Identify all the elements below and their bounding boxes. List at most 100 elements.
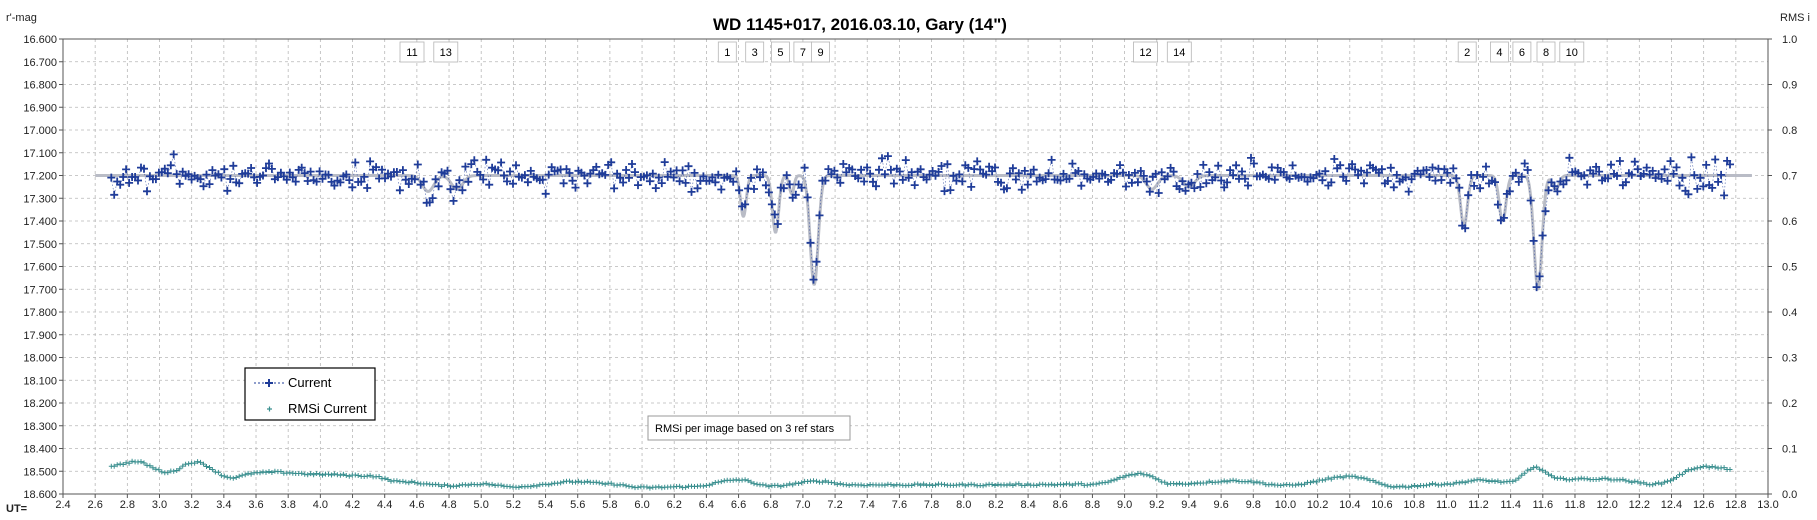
current-point [143,187,151,196]
current-point [910,181,919,190]
x-tick-label: 11.0 [1436,499,1457,511]
current-point [387,172,395,181]
current-point [1693,184,1702,193]
current-point [1553,187,1562,196]
current-point [1220,183,1229,192]
dip-label: 4 [1490,41,1509,63]
current-point [1630,157,1639,166]
rmsi-point [236,473,242,479]
current-point [785,180,794,189]
current-point [443,166,452,175]
x-tick-label: 10.8 [1403,499,1424,511]
current-point [833,173,842,182]
current-point [196,175,205,184]
current-point [946,186,955,195]
current-point [348,183,357,192]
current-point [872,182,880,191]
current-series [107,150,1734,292]
current-point [1482,162,1490,171]
x-tick-label: 12.6 [1693,499,1714,511]
current-point [235,179,244,188]
current-point [1023,180,1032,189]
current-point [1113,169,1121,178]
current-point [265,159,273,168]
rmsi-point [1361,475,1367,481]
x-tick-label: 2.4 [55,499,70,511]
dip-label-box [1457,41,1477,63]
current-point [247,164,256,172]
current-point [619,178,628,187]
dip-label-text: 14 [1173,47,1185,59]
current-point [259,171,267,180]
y-left-tick-label: 17.900 [23,330,57,342]
legend-rmsi-marker [267,406,272,412]
current-point [967,182,976,191]
current-point [642,171,651,180]
x-tick-label: 3.6 [248,499,263,511]
current-point [764,188,773,197]
current-point [1074,167,1083,175]
y-left-tick-label: 18.200 [23,398,57,410]
current-point [1401,173,1410,182]
current-point [398,166,407,175]
x-tick-label: 9.2 [1149,499,1164,511]
current-point [1187,178,1196,187]
current-point [199,182,208,191]
current-point [345,176,354,185]
current-point [1473,171,1482,179]
current-point [1678,173,1687,182]
current-point [1613,171,1621,180]
y-left-tick-label: 17.800 [23,307,57,319]
current-point [1124,171,1133,179]
current-point [901,156,910,165]
current-point [860,177,869,186]
current-point [160,164,169,173]
x-tick-label: 10.4 [1339,499,1360,511]
current-point [1455,183,1464,192]
rmsi-point [224,474,230,480]
current-point [1026,170,1035,179]
rmsi-point [308,471,314,477]
current-point [1437,176,1446,184]
current-point [863,163,872,172]
y-left-tick-label: 17.300 [23,193,57,205]
current-point [497,158,506,167]
rmsi-point [799,480,805,486]
current-point [1711,155,1720,164]
dip-label-box [745,41,765,63]
x-tick-label: 11.6 [1533,499,1554,511]
rmsi-point [1412,483,1418,488]
rmsi-point [924,482,930,488]
current-point [791,190,800,199]
x-axis-label: UT= [6,503,27,515]
current-point [1181,186,1190,195]
rmsi-point [1552,475,1557,481]
y-left-tick-label: 17.700 [23,284,57,296]
current-point [285,168,294,177]
x-tick-label: 8.0 [956,499,971,511]
current-point [1529,236,1538,245]
current-point [1666,157,1675,166]
current-point [1169,167,1178,176]
current-point [134,176,142,185]
current-point [684,162,693,171]
current-point [770,210,779,219]
current-point [324,170,333,179]
y-left-tick-label: 18.500 [23,466,57,478]
current-point [741,200,750,209]
current-point [1708,183,1717,192]
current-point [476,170,485,179]
current-point [1199,160,1208,169]
current-point [208,166,217,175]
current-point [779,184,788,193]
rmsi-point [1025,481,1031,487]
current-point [485,180,494,189]
rmsi-point [177,466,183,472]
current-point [934,167,943,176]
current-point [1526,196,1535,205]
current-point [1056,176,1065,185]
current-point [1657,174,1666,183]
current-point [1541,207,1550,216]
x-tick-label: 4.8 [441,499,456,511]
rmsi-point [1662,479,1668,485]
